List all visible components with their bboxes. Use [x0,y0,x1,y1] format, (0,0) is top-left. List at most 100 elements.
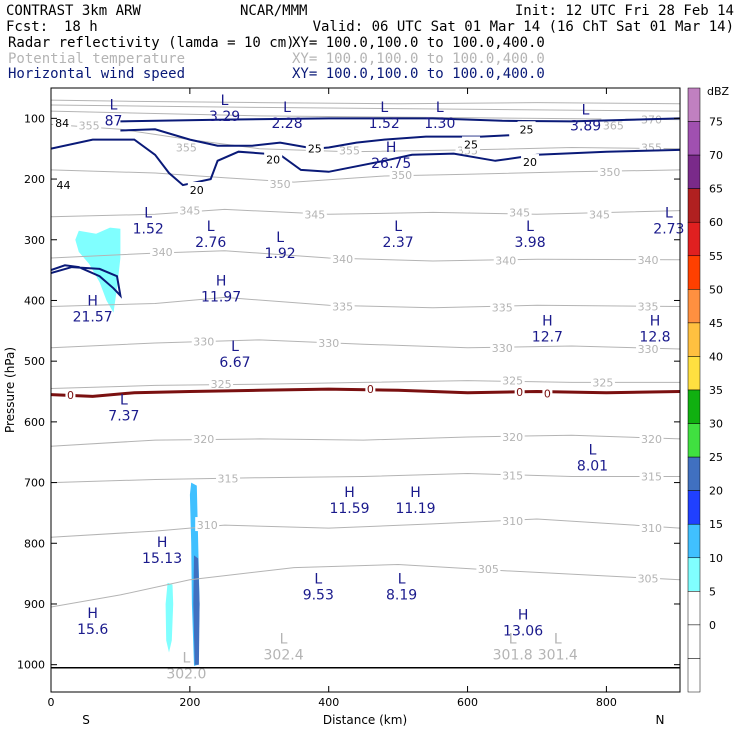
theta-line-345-5 [51,208,680,218]
extremum-type-23: L [314,572,322,588]
zero-contour: 0 0 0 0 [51,383,680,402]
wind-label-6: 44 [56,179,70,192]
x-axis-label: Distance (km) [323,713,407,727]
extremum-type-7: L [144,206,152,222]
theta-label-21: 330 [193,336,214,349]
extremum-value-9: 1.92 [265,246,296,262]
reflectivity-cell-0 [75,227,121,313]
south-end-label: S [82,713,90,727]
theta-label-bg-20 [636,298,661,313]
theta-label-bg-17 [636,251,661,266]
theta-label-4: 355 [641,141,662,154]
field-xy-0: XY= 100.0,100.0 to 100.0,400.0 [292,35,545,51]
colorbar-level-1: 70 [709,149,723,162]
colorbar-bin-2 [687,154,701,189]
theta-label-bg-16 [493,252,518,267]
theta-label-24: 330 [638,343,659,356]
zero-label-1: 0 [367,383,374,396]
theta-label-bg-14 [150,243,175,258]
extremum-type-13: H [216,274,227,290]
theta-label-34: 310 [197,519,218,532]
colorbar-bin-14 [687,557,701,592]
y-tick-label-3: 400 [24,294,45,307]
zero-line [51,387,680,398]
x-tick-label-3: 600 [457,696,478,709]
theta-label-31: 315 [218,472,239,485]
theta-extremum-type-2: L [554,632,562,648]
y-tick-label-8: 900 [24,598,45,611]
field-xy-2: XY= 100.0,100.0 to 100.0,400.0 [292,66,545,82]
extremum-type-1: L [221,93,229,109]
colorbar-bin-11 [687,456,701,491]
theta-label-8: 350 [391,169,412,182]
colorbar-bin-4 [687,221,701,257]
theta-label-7: 350 [270,178,291,191]
theta-label-27: 325 [592,376,613,389]
fcst-value: 18 h [64,19,98,35]
extremum-value-21: 11.19 [395,501,435,517]
theta-label-bg-29 [500,429,525,444]
zero-label-3: 0 [544,387,551,400]
wind-label-3: 25 [464,138,478,151]
theta-label-bg-18 [330,298,355,313]
colorbar-bin-17 [687,658,701,693]
colorbar-bin-10 [687,423,701,458]
theta-line-360-2 [51,110,680,121]
theta-label-35: 310 [502,515,523,528]
theta-label-10: 345 [179,205,200,218]
zero-label-bg-0 [65,389,76,401]
theta-label-15: 340 [332,253,353,266]
extremum-value-12: 2.73 [653,222,684,238]
model-title: CONTRAST 3km ARW [6,3,141,19]
theta-label-bg-10 [177,202,202,217]
y-tick-label-4: 500 [24,355,45,368]
extremum-type-24: L [398,572,406,588]
extremum-type-0: L [110,97,118,113]
wind-line-25-0 [120,117,680,123]
theta-label-18: 335 [332,301,353,314]
extremum-value-6: 26.75 [371,156,411,172]
colorbar-level-4: 55 [709,250,723,263]
colorbar-bin-13 [687,523,701,559]
theta-label-bg-30 [639,430,664,445]
theta-label-30: 320 [641,433,662,446]
extremum-value-22: 15.13 [142,551,182,567]
theta-label-38: 305 [638,572,659,585]
plot-frame [50,87,681,693]
y-tick-label-5: 600 [24,416,45,429]
theta-label-29: 320 [502,431,523,444]
theta-extremum-value-3: 302.0 [166,667,206,683]
extremum-value-13: 11.97 [201,290,241,306]
theta-label-bg-12 [507,204,532,219]
wind-label-4: 25 [520,123,534,136]
theta-label-32: 315 [502,469,523,482]
colorbar-bin-0 [687,87,701,122]
fcst-label: Fcst: [6,19,48,35]
theta-label-33: 315 [641,471,662,484]
extremum-type-21: H [410,485,421,501]
zero-label-bg-1 [365,383,376,395]
extremum-value-8: 2.76 [195,235,226,251]
colorbar-level-2: 65 [709,183,723,196]
theta-line-305-13 [51,563,680,608]
zero-label-0: 0 [67,389,74,402]
theta-label-25: 325 [211,378,232,391]
y-tick-label-9: 1000 [17,659,45,672]
theta-label-0: 355 [79,120,100,133]
theta-label-bg-37 [476,560,501,575]
theta-label-bg-36 [639,520,664,535]
theta-line-335-7 [51,296,680,309]
colorbar-level-0: 75 [709,116,723,129]
theta-extremum-type-3: L [182,651,190,667]
wind-label-bg-0 [305,140,324,155]
colorbar-level-15: 0 [709,619,716,632]
axes: 0 200 400 600 800100200300400500600700800900… [17,88,680,709]
theta-line-330-8 [51,339,680,350]
theta-label-13: 345 [589,208,610,221]
colorbar-level-6: 45 [709,317,723,330]
colorbar-level-14: 5 [709,585,716,598]
colorbar-bin-15 [687,591,701,626]
theta-label-26: 325 [502,375,523,388]
